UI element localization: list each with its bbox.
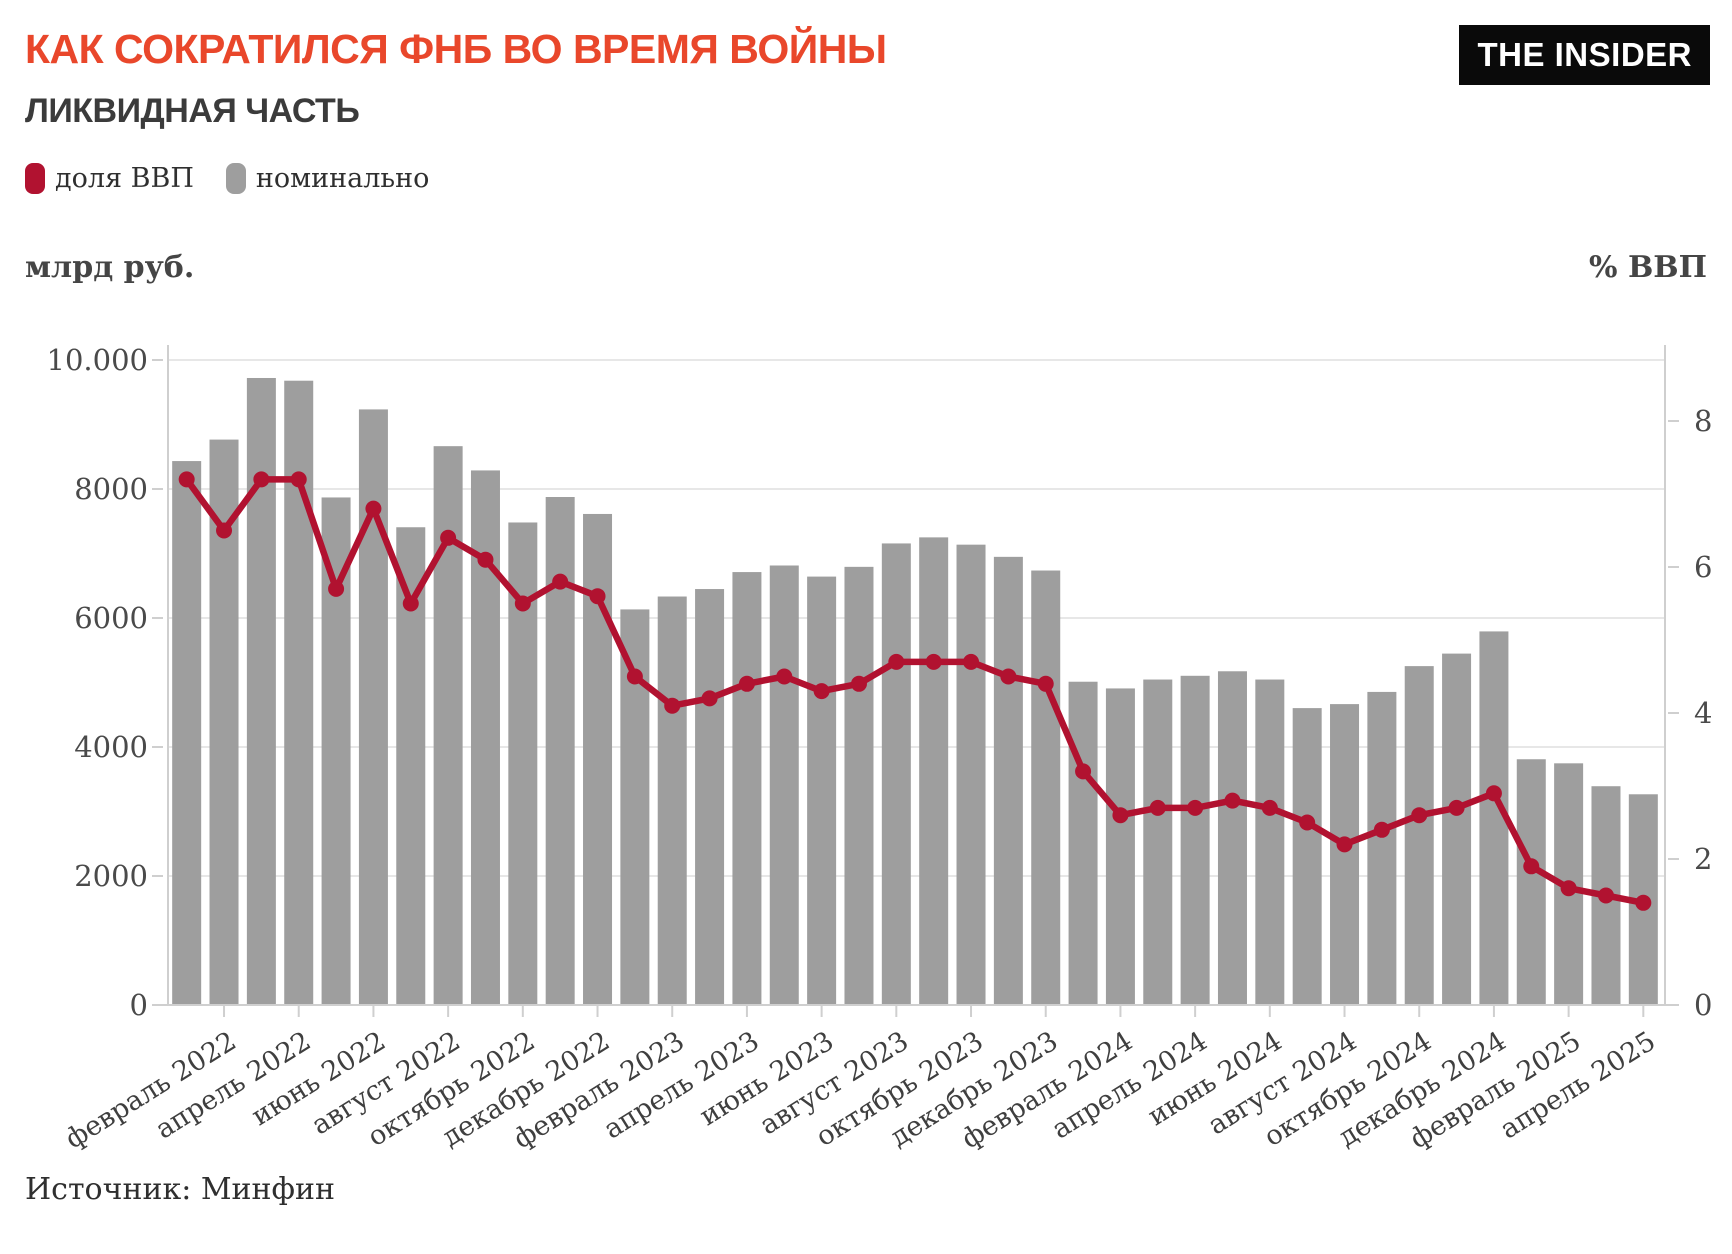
line-point-октябрь-2024	[1411, 807, 1428, 824]
page-subtitle: ЛИКВИДНАЯ ЧАСТЬ	[25, 92, 360, 130]
line-point-ноябрь-2023	[1000, 668, 1017, 685]
bar-август-2023	[881, 543, 911, 1005]
legend-label: номинально	[255, 163, 430, 194]
line-point-апрель-2022	[290, 471, 307, 488]
line-point-март-2025	[1597, 887, 1614, 904]
bar-декабрь-2023	[1031, 570, 1061, 1005]
bar-октябрь-2023	[956, 544, 986, 1005]
bar-апрель-2023	[732, 572, 762, 1005]
line-point-январь-2025	[1523, 858, 1540, 875]
line-point-апрель-2025	[1635, 894, 1652, 911]
line-point-сентябрь-2023	[925, 653, 942, 670]
right-axis-tick-label: 0	[1694, 988, 1712, 1022]
right-axis-tick-label: 8	[1694, 404, 1712, 438]
left-axis-tick-label: 0	[130, 988, 148, 1022]
line-point-июнь-2022	[365, 500, 382, 517]
left-axis-tick-label: 8000	[74, 472, 148, 506]
right-axis-tick-label: 4	[1694, 696, 1712, 730]
line-point-ноябрь-2024	[1448, 799, 1465, 816]
bar-сентябрь-2023	[919, 537, 949, 1005]
gdp-share-swatch-icon	[25, 163, 45, 194]
line-point-декабрь-2023	[1037, 675, 1054, 692]
line-point-сентябрь-2022	[477, 551, 494, 568]
line-point-декабрь-2022	[589, 588, 606, 605]
line-point-май-2024	[1224, 792, 1241, 809]
line-point-апрель-2023	[738, 675, 755, 692]
line-point-июнь-2024	[1261, 799, 1278, 816]
line-point-апрель-2024	[1187, 799, 1204, 816]
line-point-август-2023	[888, 653, 905, 670]
left-axis-tick-label: 10.000	[47, 343, 148, 377]
line-point-июль-2024	[1299, 814, 1316, 831]
bar-май-2023	[769, 565, 799, 1005]
bar-июнь-2023	[807, 576, 837, 1005]
gdp-share-line	[183, 476, 1647, 907]
line-point-февраль-2025	[1560, 880, 1577, 897]
line-point-февраль-2022	[216, 522, 233, 539]
bar-июнь-2022	[358, 409, 388, 1006]
bar-январь-2022	[172, 461, 202, 1005]
bar-июль-2023	[844, 566, 874, 1005]
nominal-swatch-icon	[225, 163, 246, 194]
bar-февраль-2023	[657, 596, 687, 1005]
line-point-январь-2022	[178, 471, 195, 488]
line-point-февраль-2023	[664, 697, 681, 714]
bar-август-2024	[1330, 704, 1360, 1005]
bar-апрель-2024	[1180, 675, 1210, 1005]
line-point-июль-2023	[850, 675, 867, 692]
bar-май-2024	[1217, 671, 1247, 1005]
left-axis-tick-label: 6000	[74, 601, 148, 635]
bar-июнь-2024	[1255, 679, 1285, 1005]
legend-item-nominal: номинально	[225, 163, 430, 194]
line-point-июнь-2023	[813, 683, 830, 700]
line-point-март-2024	[1149, 799, 1166, 816]
line-point-март-2023	[701, 690, 718, 707]
legend-label: доля ВВП	[55, 163, 194, 194]
bar-июль-2024	[1292, 708, 1322, 1005]
bar-октябрь-2024	[1404, 666, 1434, 1005]
bar-март-2024	[1143, 679, 1173, 1005]
bar-ноябрь-2022	[545, 496, 575, 1005]
line-point-январь-2023	[626, 668, 643, 685]
bar-январь-2025	[1516, 759, 1546, 1005]
line-point-сентябрь-2024	[1373, 821, 1390, 838]
left-axis-tick-label: 2000	[74, 859, 148, 893]
line-point-январь-2024	[1075, 763, 1092, 780]
bar-февраль-2024	[1105, 688, 1135, 1005]
right-axis-tick-label: 2	[1694, 842, 1712, 876]
chart-legend: доля ВВП номинально	[25, 163, 429, 194]
line-point-май-2022	[328, 580, 345, 597]
line-point-ноябрь-2022	[552, 573, 569, 590]
bar-январь-2024	[1068, 681, 1098, 1005]
line-point-октябрь-2022	[514, 595, 531, 612]
line-point-август-2024	[1336, 836, 1353, 853]
line-point-октябрь-2023	[963, 653, 980, 670]
bar-ноябрь-2023	[993, 556, 1023, 1005]
line-point-февраль-2024	[1112, 807, 1129, 824]
line-point-март-2022	[253, 471, 270, 488]
bar-декабрь-2022	[583, 513, 613, 1005]
left-axis-title: млрд руб.	[25, 250, 195, 285]
bar-сентябрь-2024	[1367, 691, 1397, 1005]
left-axis-tick-label: 4000	[74, 730, 148, 764]
bar-ноябрь-2024	[1442, 653, 1472, 1005]
bar-март-2023	[695, 589, 725, 1005]
page-title: КАК СОКРАТИЛСЯ ФНБ ВО ВРЕМЯ ВОЙНЫ	[25, 26, 887, 72]
right-axis-tick-label: 6	[1694, 550, 1712, 584]
line-point-декабрь-2024	[1485, 785, 1502, 802]
right-axis-title: % ВВП	[1589, 250, 1707, 285]
line-point-май-2023	[776, 668, 793, 685]
legend-item-gdp-share: доля ВВП	[25, 163, 194, 194]
line-point-август-2022	[440, 529, 457, 546]
line-point-июль-2022	[402, 595, 419, 612]
source-note: Источник: Минфин	[25, 1172, 336, 1207]
the-insider-logo: THE INSIDER	[1459, 25, 1710, 85]
